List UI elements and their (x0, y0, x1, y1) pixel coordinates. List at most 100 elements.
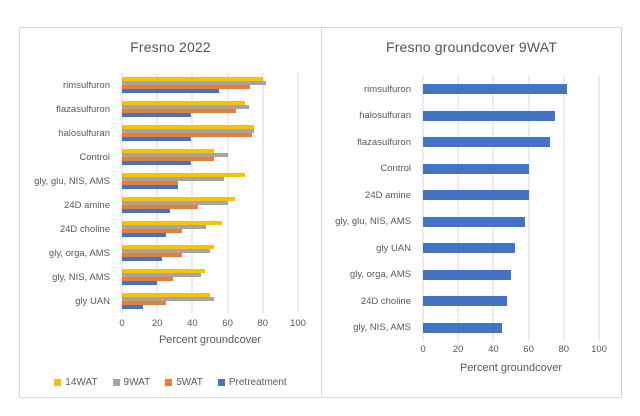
bar-9wat (423, 269, 511, 280)
bar-group (122, 169, 298, 193)
plot-area (121, 73, 299, 313)
category-label: 24D amine (64, 199, 110, 211)
category-axis-labels: rimsulfuron flazasulfuron halosulfuran Cont… (20, 73, 116, 313)
bar-9wat (122, 201, 228, 205)
gridline (156, 73, 158, 313)
bar-9wat (122, 297, 214, 301)
bar-group (122, 289, 298, 313)
legend: 14WAT 9WAT 5WAT Pretreatment (20, 377, 321, 388)
category-label: Control (380, 163, 411, 175)
bar-pretreatment (122, 89, 219, 93)
x-tick-label: 40 (187, 318, 198, 329)
bar-pretreatment (122, 137, 191, 141)
bar-14wat (122, 245, 214, 249)
bar-group (423, 129, 599, 156)
x-tick-label: 100 (591, 344, 607, 355)
category-label: Control (79, 151, 110, 163)
bar-5wat (122, 205, 198, 209)
bar-pretreatment (122, 209, 170, 213)
bar-9wat (423, 110, 555, 121)
chart-title: Fresno groundcover 9WAT (385, 39, 558, 55)
bar-group (122, 121, 298, 145)
gridline (528, 76, 530, 341)
category-label: rimsulfuron (364, 83, 411, 95)
bar-group (423, 288, 599, 315)
bar-pretreatment (122, 233, 166, 237)
bar-5wat (122, 277, 174, 281)
bar-5wat (122, 85, 251, 89)
bar-5wat (122, 301, 166, 305)
gridline (457, 76, 459, 341)
legend-item: 9WAT (112, 377, 151, 388)
gridline (121, 73, 123, 313)
gridline (262, 73, 264, 313)
bar-9wat (122, 225, 207, 229)
category-label: gly, NIS, AMS (353, 322, 411, 334)
category-label: flazasulfuron (357, 136, 411, 148)
bar-group (122, 73, 298, 97)
legend-swatch (165, 379, 173, 386)
bar-9wat (423, 243, 515, 254)
legend-label: 9WAT (123, 377, 151, 388)
x-tick-label: 20 (452, 344, 464, 355)
bar-9wat (122, 249, 210, 253)
bar-9wat (423, 190, 529, 201)
legend-swatch (112, 379, 120, 386)
bar-14wat (122, 125, 254, 129)
x-axis-title: Percent groundcover (459, 362, 563, 374)
bar-group (423, 262, 599, 289)
x-tick-label: 40 (488, 344, 499, 355)
bar-group (122, 241, 298, 265)
x-tick-label: 80 (558, 344, 570, 355)
bar-9wat (423, 216, 526, 227)
bar-group (122, 265, 298, 289)
gridline (492, 76, 494, 341)
category-label: gly, glu, NIS, AMS (34, 175, 110, 187)
bar-9wat (423, 322, 503, 333)
bar-14wat (122, 197, 235, 201)
bar-pretreatment (122, 305, 144, 309)
bar-group (423, 235, 599, 262)
bar-9wat (423, 84, 568, 95)
bar-group (423, 103, 599, 130)
x-tick-label: 100 (290, 318, 306, 329)
bar-pretreatment (122, 281, 158, 285)
bar-group (122, 193, 298, 217)
x-tick-label: 60 (523, 344, 534, 355)
chart-panel-fresno-groundcover-9wat[interactable]: Fresno groundcover 9WAT rimsulfuron halos… (321, 27, 622, 398)
bar-group (423, 182, 599, 209)
bar-14wat (122, 221, 223, 225)
bar-pretreatment (122, 113, 191, 117)
x-axis-tick-labels: 0 20 40 60 80 100 (420, 344, 607, 356)
gridline (598, 76, 600, 341)
bar-pretreatment (122, 257, 163, 261)
x-tick-label: 80 (257, 318, 269, 329)
bar-14wat (122, 77, 263, 81)
bar-9wat (122, 105, 249, 109)
legend-swatch (54, 379, 62, 386)
legend-label: 5WAT (176, 377, 203, 388)
category-label: gly UAN (376, 242, 411, 254)
gridline (422, 76, 424, 341)
bar-14wat (122, 149, 214, 153)
x-tick-label: 0 (420, 344, 426, 355)
legend-label: Pretreatment (228, 377, 287, 388)
x-tick-label: 20 (151, 318, 163, 329)
bar-14wat (122, 269, 205, 273)
bar-9wat (122, 177, 225, 181)
category-label: gly, orga, AMS (48, 247, 110, 259)
bar-9wat (423, 163, 529, 174)
bar-pretreatment (122, 161, 191, 165)
gridline (563, 76, 565, 341)
bar-group (423, 209, 599, 236)
category-label: flazasulfuron (56, 103, 110, 115)
legend-item: Pretreatment (217, 377, 287, 388)
bar-5wat (122, 109, 237, 113)
gridline (191, 73, 193, 313)
bar-group (122, 217, 298, 241)
bar-9wat (122, 129, 254, 133)
chart-panel-fresno-2022[interactable]: Fresno 2022 rimsulfuron flazasulfuron halo… (19, 27, 322, 398)
bar-9wat (423, 296, 508, 307)
bar-9wat (122, 81, 267, 85)
